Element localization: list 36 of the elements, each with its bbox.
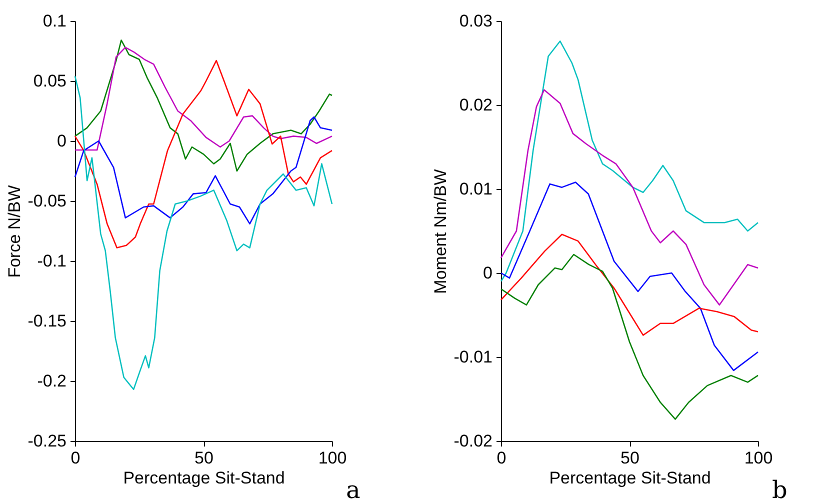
line-series [74,46,333,151]
y-tick-label: 0 [57,132,66,150]
line-series [74,60,333,248]
line-series [74,76,333,390]
x-tick-label: 0 [496,448,506,468]
line-series [74,40,333,172]
y-tick-label: -0.2 [37,372,66,390]
x-tick-label: 100 [744,448,773,468]
y-tick-label: 0 [483,264,492,282]
text: a [346,476,360,501]
y-tick-label: 0.02 [459,96,492,114]
y-tick-label: 0.1 [42,12,66,30]
line-series [500,254,759,420]
y-tick-label: 0.01 [459,180,492,198]
y-tick-label: -0.25 [28,432,66,450]
line-series [500,182,759,372]
line-series [500,234,759,336]
x-tick-label: 50 [620,448,640,468]
line-series [500,89,759,306]
y-tick-label: -0.01 [454,348,492,366]
y-tick-label: -0.02 [454,432,492,450]
y-tick-label: -0.05 [28,192,66,210]
y-tick-label: -0.1 [37,252,66,270]
y-axis-title: Force N/BW [4,185,24,278]
text: b [772,476,788,501]
x-tick-label: 0 [70,448,80,468]
line-series [500,40,759,282]
x-tick-label: 50 [194,448,214,468]
x-tick-label: 100 [318,448,347,468]
x-axis-title: Percentage Sit-Stand [549,468,711,488]
y-tick-label: 0.05 [33,72,66,90]
x-axis-title: Percentage Sit-Stand [123,468,285,488]
y-tick-label: 0.03 [459,12,492,30]
y-axis-title: Moment Nm/BW [430,169,450,294]
line-series [74,116,333,224]
y-tick-label: -0.15 [28,312,66,330]
